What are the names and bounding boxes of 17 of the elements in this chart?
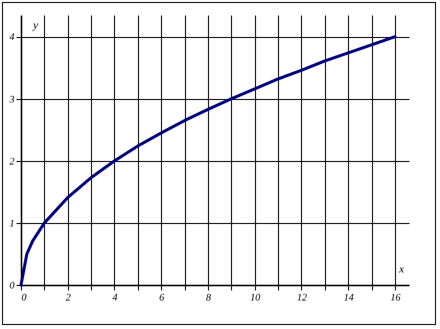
x-tick-label: 10 — [250, 292, 260, 304]
y-tick-label: 4 — [10, 32, 14, 44]
x-axis-title: x — [398, 264, 404, 276]
x-tick-label: 14 — [344, 292, 354, 304]
x-tick-label: 8 — [206, 292, 211, 304]
y-tick-label: 2 — [10, 156, 14, 168]
y-axis-title: y — [32, 20, 38, 32]
line-series — [20, 35, 396, 286]
y-tick-label: 1 — [10, 218, 14, 230]
y-tick-label: 0 — [10, 280, 14, 292]
x-tick-label: 4 — [112, 292, 118, 304]
x-tick-label: 16 — [390, 292, 400, 304]
y-tick-label: 3 — [8, 94, 14, 106]
x-tick-label: 6 — [159, 292, 164, 304]
x-tick-label: 12 — [296, 292, 307, 304]
x-tick-label: 2 — [66, 292, 71, 304]
x-tick-label: 0 — [22, 292, 26, 304]
